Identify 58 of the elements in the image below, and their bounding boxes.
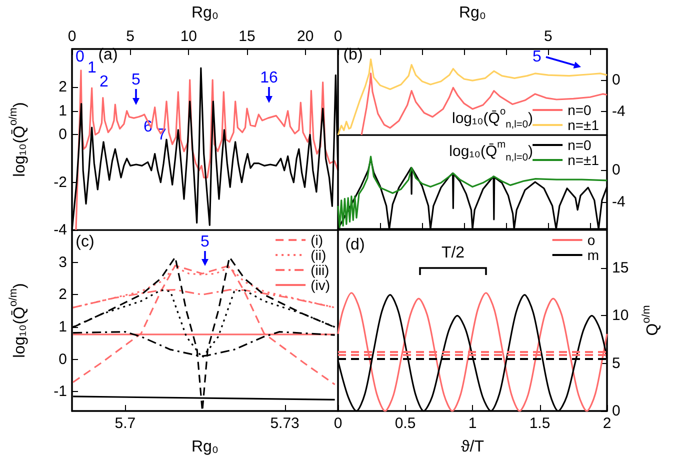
y-tick-label: 0 <box>612 162 620 179</box>
y-tick-label: -4 <box>54 222 67 238</box>
y-tick-label: 1 <box>58 318 67 336</box>
y-tick-label: -4 <box>612 193 626 210</box>
x-tick-label: 5.73 <box>270 415 300 432</box>
y-tick-label: 1 <box>58 102 67 120</box>
y-tick-label: 2 <box>58 286 67 304</box>
x-tick-label: 5 <box>126 28 135 45</box>
annotation: 2 <box>100 74 109 90</box>
x-tick-label: 0 <box>334 415 342 432</box>
annotation: (c) <box>76 234 94 250</box>
annotation: 0 <box>76 48 85 66</box>
legend-label: (i) <box>310 232 324 248</box>
x-axis-title: Rg₀ <box>191 438 219 456</box>
y-tick-label: -4 <box>612 102 626 120</box>
y-tick-label: 3 <box>58 254 67 271</box>
x-axis-title: Rg₀ <box>458 4 486 22</box>
y-tick-label: -2 <box>54 174 67 191</box>
y-tick-label: 10 <box>612 307 629 324</box>
x-tick-label: 0 <box>334 28 342 45</box>
legend-label: (iii) <box>310 262 330 278</box>
legend-label: o <box>587 232 596 248</box>
y-tick-label: 15 <box>612 260 629 277</box>
x-tick-label: 0.5 <box>394 415 416 432</box>
y-tick-label: 0 <box>58 350 67 368</box>
y-tick-label: 5 <box>612 354 620 372</box>
x-axis-title: ϑ/T <box>461 438 484 456</box>
legend-label: n=0 <box>568 102 592 118</box>
annotation: T/2 <box>441 244 465 262</box>
x-tick-label: 10 <box>180 28 198 45</box>
x-tick-label: 5 <box>544 28 552 45</box>
legend-label: n=±1 <box>568 117 600 133</box>
legend-label: n=0 <box>568 137 592 153</box>
legend-label: n=±1 <box>568 152 600 168</box>
legend-label: (iv) <box>310 277 330 293</box>
x-axis-title: Rg₀ <box>191 4 219 22</box>
annotation: 16 <box>260 70 278 86</box>
annotation: 1 <box>88 60 97 76</box>
annotation: 5 <box>132 72 141 88</box>
annotation: (a) <box>98 46 118 64</box>
legend-label: m <box>587 247 600 263</box>
x-tick-label: 1.5 <box>529 415 550 432</box>
annotation: (d) <box>345 236 365 254</box>
y-tick-label: -1 <box>54 383 67 400</box>
y-tick-label: 0 <box>612 71 620 88</box>
y-axis-title: log₁₀(Q̄o/m) <box>8 283 28 358</box>
x-tick-label: 20 <box>296 28 314 45</box>
annotation: 5 <box>532 48 542 66</box>
y-axis-title: log₁₀(Q̄o/m) <box>8 102 28 177</box>
legend-label: (ii) <box>310 247 326 263</box>
y-tick-label: 2 <box>58 78 67 96</box>
y-tick-label: 0 <box>58 126 67 144</box>
annotation: 5 <box>200 234 210 250</box>
x-tick-label: 1 <box>468 415 477 432</box>
y-axis-title: Qo/m <box>640 305 662 336</box>
y-tick-label: 0 <box>612 402 620 420</box>
x-tick-label: 15 <box>238 28 256 45</box>
x-tick-label: 5.7 <box>114 415 136 432</box>
